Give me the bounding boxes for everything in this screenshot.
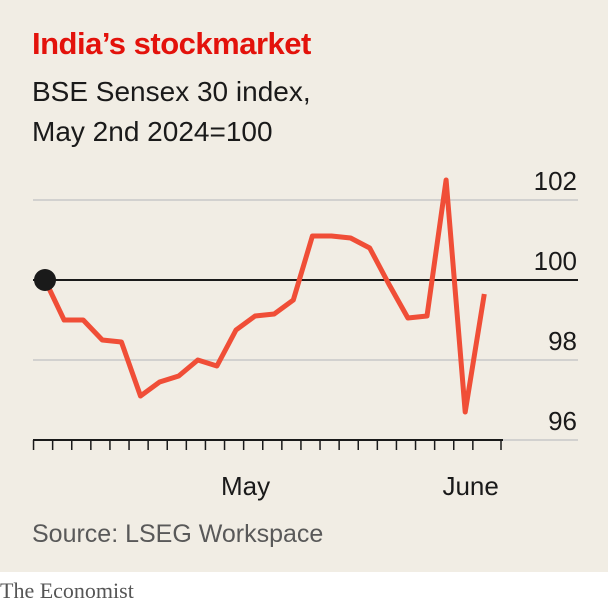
y-tick-label-96: 96 — [548, 406, 577, 436]
tick-labels: 96 98 100 102 May June — [221, 166, 577, 501]
y-tick-label-102: 102 — [534, 166, 577, 196]
start-marker — [34, 269, 56, 291]
x-axis — [32, 439, 503, 450]
brand-logo: The Economist — [0, 578, 134, 603]
series-line-sensex — [42, 177, 487, 415]
gridlines — [33, 199, 578, 441]
source-note: Source: LSEG Workspace — [32, 520, 324, 548]
series-layer — [34, 177, 487, 415]
y-tick-label-98: 98 — [548, 326, 577, 356]
chart-subtitle-line1: BSE Sensex 30 index, — [32, 76, 311, 107]
x-tick-label-june: June — [442, 471, 498, 501]
line-chart: 96 98 100 102 May June — [32, 166, 578, 501]
chart-card — [0, 0, 608, 572]
chart-subtitle-line2: May 2nd 2024=100 — [32, 116, 273, 147]
y-tick-label-100: 100 — [534, 246, 577, 276]
x-tick-label-may: May — [221, 471, 270, 501]
chart-title: India’s stockmarket — [32, 26, 311, 61]
